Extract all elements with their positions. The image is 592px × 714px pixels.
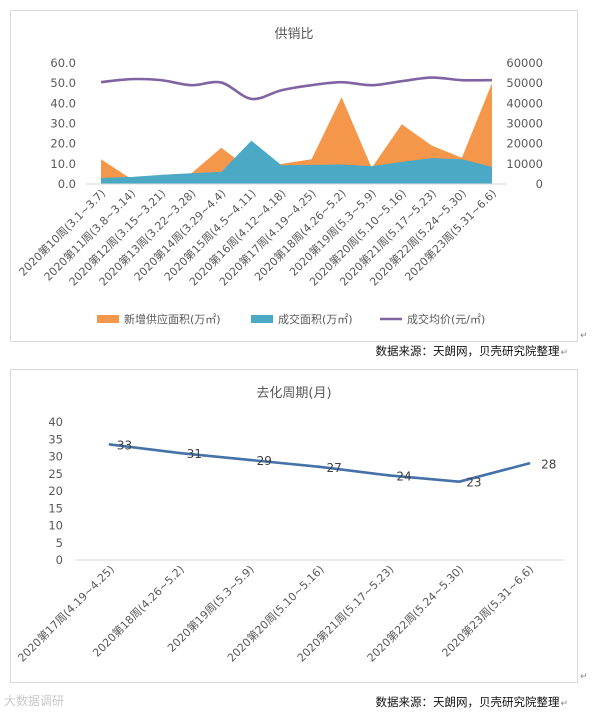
y-axis-tick-label: 20 xyxy=(48,484,63,498)
chart-title: 去化周期(月) xyxy=(256,386,331,401)
y-axis-tick-label: 5 xyxy=(56,536,63,550)
right-axis-tick-label: 40000 xyxy=(506,96,543,110)
y-axis-tick-label: 35 xyxy=(48,432,63,446)
right-axis-tick-label: 20000 xyxy=(506,137,543,151)
paragraph-mark: ↵ xyxy=(560,348,568,358)
y-axis-tick-label: 15 xyxy=(48,501,63,515)
y-axis-tick-label: 0 xyxy=(56,553,63,567)
left-axis-tick-label: 0.0 xyxy=(58,177,76,191)
data-source-note-bottom: 数据来源：天朗网，贝壳研究院整理↵ xyxy=(375,694,568,710)
chart-title: 供销比 xyxy=(274,27,313,42)
left-axis-tick-label: 40.0 xyxy=(50,96,76,110)
inventory-cycle-chart-panel: 去化周期(月) 0 5 10 15 20 25 30 35 40 33 31 29 27 24 23 28 202… xyxy=(10,369,578,683)
left-axis-tick-label: 20.0 xyxy=(50,137,76,151)
paragraph-mark: ↵ xyxy=(560,699,568,709)
data-label: 23 xyxy=(466,476,481,490)
watermark-text: 大数据调研 xyxy=(4,694,65,708)
legend-label: 新增供应面积(万㎡) xyxy=(124,312,221,326)
data-point xyxy=(248,458,251,462)
data-label: 24 xyxy=(396,469,411,483)
data-point xyxy=(457,480,461,483)
area-series-transaction xyxy=(101,140,492,184)
data-label: 31 xyxy=(187,447,202,461)
data-point xyxy=(318,465,321,469)
y-axis-tick-label: 25 xyxy=(48,467,63,481)
data-label: 29 xyxy=(257,454,272,468)
left-axis-tick-label: 50.0 xyxy=(50,76,76,90)
legend-label: 成交面积(万㎡) xyxy=(278,312,353,326)
legend-swatch xyxy=(97,315,119,323)
data-source-text: 数据来源：天朗网，贝壳研究院整理 xyxy=(375,695,560,709)
y-axis-tick-label: 30 xyxy=(48,450,63,464)
right-axis-tick-label: 50000 xyxy=(506,76,543,90)
data-point xyxy=(178,451,182,455)
right-axis-tick-label: 60000 xyxy=(506,56,543,70)
right-axis-tick-label: 0 xyxy=(536,177,543,191)
y-axis-tick-label: 40 xyxy=(48,415,63,429)
paragraph-mark: ↵ xyxy=(580,672,588,682)
right-axis-tick-label: 30000 xyxy=(506,117,543,131)
legend-swatch xyxy=(251,315,273,323)
supply-sales-chart-panel: 供销比 0.0 10.0 20.0 30.0 40.0 50.0 60.0 0 10000 2000… xyxy=(10,10,578,342)
data-point xyxy=(108,443,112,446)
data-source-text: 数据来源：天朗网，贝壳研究院整理 xyxy=(375,344,560,358)
line-series-avg-price xyxy=(100,76,492,101)
legend-label: 成交均价(元/㎡) xyxy=(407,312,485,326)
paragraph-mark: ↵ xyxy=(580,331,588,341)
data-label: 33 xyxy=(117,438,132,452)
area-series-new-supply xyxy=(101,83,492,184)
supply-sales-chart: 供销比 0.0 10.0 20.0 30.0 40.0 50.0 60.0 0 10000 2000… xyxy=(16,27,543,326)
y-axis-tick-label: 10 xyxy=(48,519,63,533)
left-axis-tick-label: 60.0 xyxy=(50,56,76,70)
watermark-logo: 大数据调研 xyxy=(4,692,64,709)
data-point xyxy=(388,474,391,477)
data-label: 28 xyxy=(541,457,556,471)
data-source-note-top: 数据来源：天朗网，贝壳研究院整理↵ xyxy=(375,343,568,359)
left-axis-tick-label: 30.0 xyxy=(50,117,76,131)
data-point xyxy=(527,462,531,465)
right-axis-tick-label: 10000 xyxy=(506,157,543,171)
data-label: 27 xyxy=(327,461,342,475)
left-axis-tick-label: 10.0 xyxy=(50,157,76,171)
